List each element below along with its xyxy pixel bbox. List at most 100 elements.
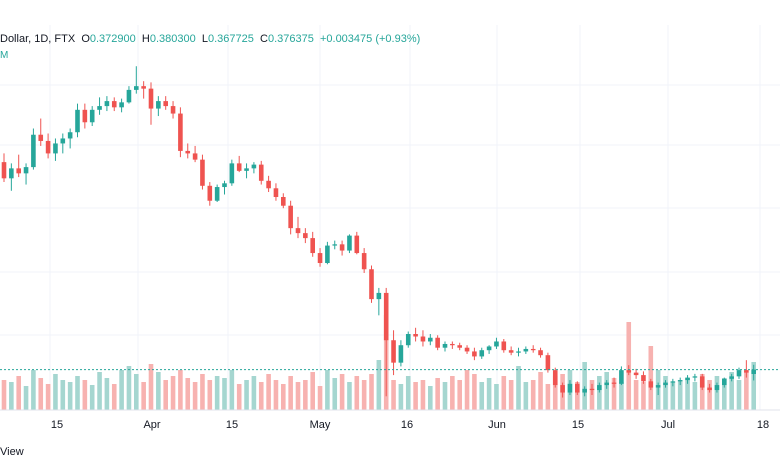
volume-bar-23: [170, 376, 176, 410]
volume-bar-87: [641, 382, 646, 410]
candle-body-66: [486, 346, 492, 351]
volume-bar-93: [685, 378, 690, 410]
volume-bar-34: [251, 376, 257, 410]
volume-bar-40: [295, 382, 301, 410]
candle-body-100: [736, 370, 742, 377]
footer-label[interactable]: View: [0, 446, 24, 458]
candle-body-47: [347, 235, 352, 251]
open-value: 0.372900: [89, 33, 136, 45]
candle-body-90: [663, 382, 668, 386]
volume-bar-14: [104, 378, 110, 410]
volume-bar-20: [148, 364, 154, 410]
volume-bar-70: [516, 366, 521, 410]
volume-bar-68: [501, 376, 507, 410]
candle-body-60: [442, 343, 448, 348]
volume-bar-59: [435, 378, 440, 410]
volume-bar-64: [472, 374, 477, 410]
volume-bar-55: [405, 376, 411, 410]
candle-body-3: [23, 167, 29, 174]
volume-bar-36: [266, 374, 271, 410]
indicator-label: M: [0, 50, 9, 61]
candle-body-35: [258, 164, 264, 181]
volume-bar-91: [670, 382, 676, 410]
candle-body-14: [104, 101, 110, 107]
volume-bar-29: [214, 376, 220, 410]
volume-bar-101: [744, 370, 749, 410]
volume-bar-44: [325, 370, 330, 410]
volume-bar-0: [1, 380, 7, 410]
candle-body-53: [391, 340, 396, 363]
candle-body-72: [530, 348, 536, 351]
candle-body-33: [244, 168, 249, 171]
volume-bar-27: [200, 374, 205, 410]
candle-body-37: [273, 188, 279, 198]
candle-body-6: [45, 140, 51, 154]
volume-bar-32: [236, 384, 242, 410]
candle-body-8: [60, 138, 66, 144]
candle-body-58: [428, 337, 433, 342]
candle-body-24: [178, 113, 183, 151]
x-tick-8: 18: [757, 419, 769, 431]
candle-body-92: [677, 380, 683, 382]
candle-body-42: [310, 238, 315, 254]
volume-bar-73: [538, 372, 543, 410]
x-tick-5: Jun: [488, 419, 506, 431]
volume-bar-49: [361, 380, 367, 410]
candle-body-56: [413, 334, 418, 337]
volume-bar-57: [420, 380, 426, 410]
chart-grid: [0, 25, 780, 410]
volume-bar-48: [354, 376, 360, 410]
candle-body-64: [472, 351, 477, 357]
volume-bar-62: [457, 380, 462, 410]
volume-bar-6: [45, 384, 51, 410]
volume-bar-15: [111, 384, 117, 410]
candle-body-28: [207, 185, 213, 201]
candle-body-15: [111, 101, 117, 108]
volume-bar-97: [714, 376, 720, 410]
candle-body-80: [589, 388, 595, 391]
candle-body-16: [119, 102, 124, 108]
candle-body-30: [222, 183, 227, 188]
volume-bar-99: [729, 372, 734, 410]
candle-body-34: [251, 164, 257, 169]
volume-bar-9: [67, 382, 73, 410]
volume-bar-16: [119, 370, 124, 410]
volume-bar-31: [229, 370, 235, 410]
candle-body-26: [192, 153, 198, 160]
x-tick-1: Apr: [143, 419, 160, 431]
candle-body-1: [9, 168, 14, 179]
low-value: 0.367725: [207, 33, 254, 45]
candle-body-52: [383, 292, 389, 341]
volume-bar-50: [369, 374, 374, 410]
x-tick-7: Jul: [661, 419, 675, 431]
volume-bar-74: [545, 384, 551, 410]
candle-body-18: [134, 86, 139, 90]
candle-body-31: [229, 163, 235, 184]
candle-body-63: [464, 347, 470, 352]
candle-body-87: [641, 375, 646, 382]
high-value: 0.380300: [149, 33, 196, 45]
candle-body-44: [325, 245, 330, 264]
candle-body-102: [751, 369, 756, 374]
volume-bar-56: [413, 382, 418, 410]
volume-bar-25: [185, 378, 191, 410]
candle-body-43: [317, 253, 323, 264]
candle-body-59: [435, 337, 440, 348]
candle-body-79: [582, 388, 587, 393]
volume-bar-35: [258, 382, 264, 410]
candle-body-39: [288, 205, 293, 229]
candle-body-45: [332, 244, 338, 246]
volume-bar-47: [347, 382, 352, 410]
high-key: H: [141, 33, 150, 45]
candle-body-78: [575, 383, 580, 393]
volume-bar-38: [281, 384, 286, 410]
candle-body-13: [97, 106, 102, 110]
volume-bar-94: [692, 382, 698, 410]
candle-body-36: [266, 180, 271, 189]
close-value: 0.376375: [267, 33, 314, 45]
candle-body-17: [126, 89, 132, 103]
volume-bar-2: [16, 376, 21, 410]
candle-body-27: [200, 159, 205, 186]
x-axis-ticks: 15 Apr 15 May 16 Jun 15 Jul 18: [51, 419, 769, 431]
